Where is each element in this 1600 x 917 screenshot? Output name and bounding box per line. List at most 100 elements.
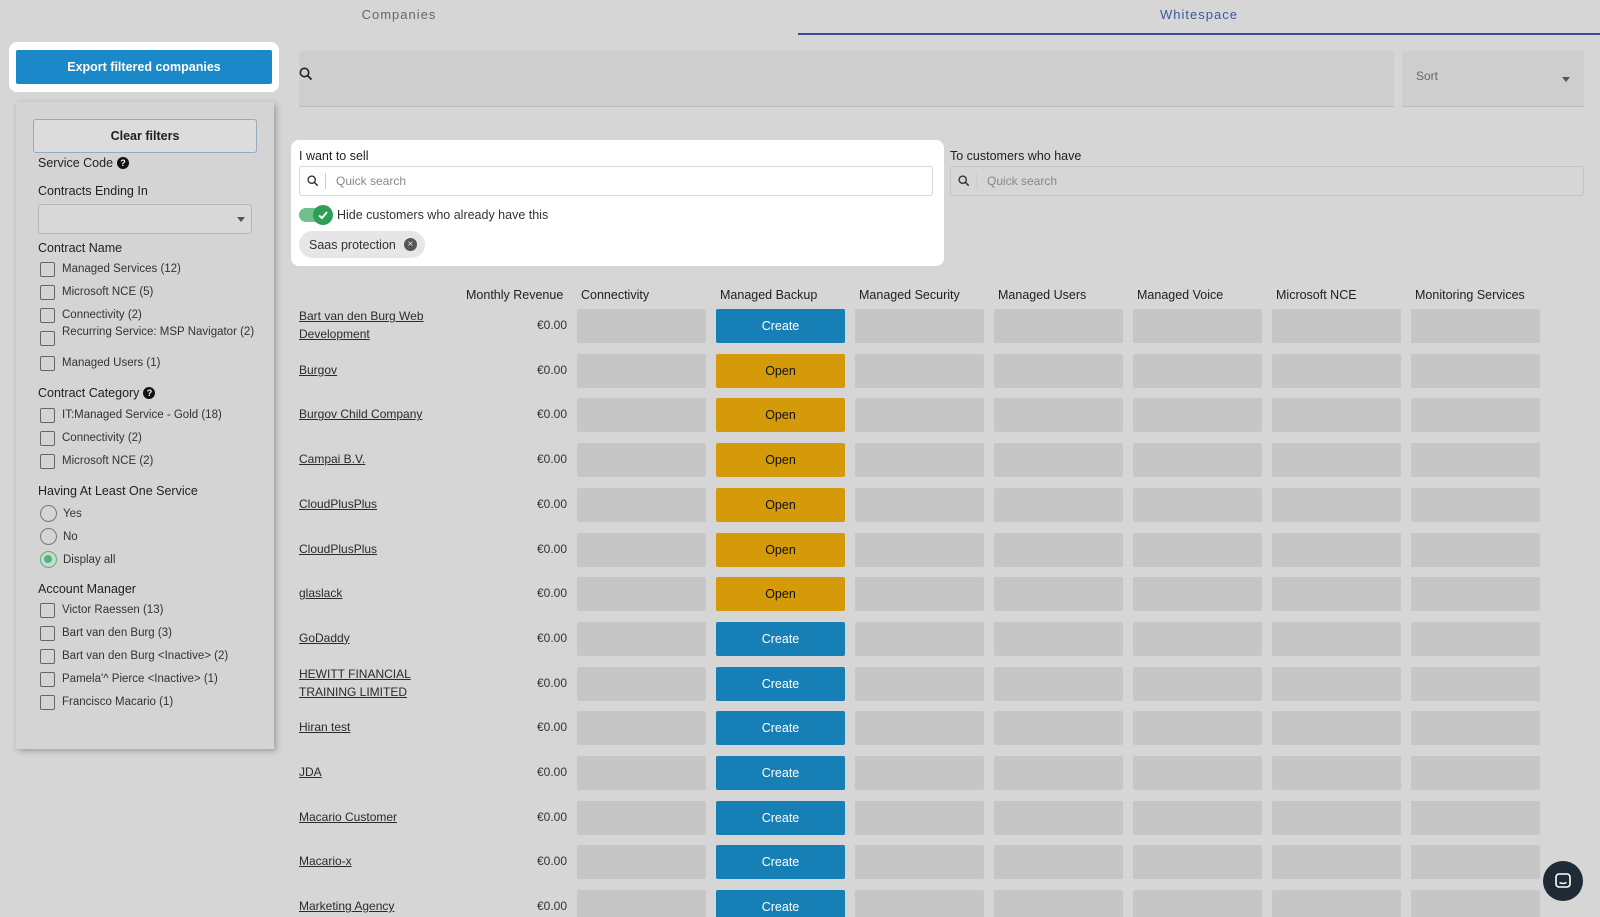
- empty-service-cell: [1272, 353, 1401, 388]
- button-label: Create: [761, 810, 800, 825]
- checkbox-contract-name[interactable]: Recurring Service: MSP Navigator (2): [40, 326, 255, 346]
- empty-service-cell: [1272, 711, 1401, 746]
- checkbox[interactable]: [40, 672, 55, 687]
- sell-label: I want to sell: [299, 149, 369, 163]
- filter-sidebar: Clear filters Service Code ? Contracts E…: [16, 102, 274, 749]
- checkbox-account-manager[interactable]: Francisco Macario (1): [40, 695, 173, 710]
- empty-service-cell: [1133, 890, 1262, 917]
- company-link[interactable]: CloudPlusPlus: [299, 541, 378, 556]
- monthly-revenue: €0.00: [536, 630, 567, 645]
- company-link[interactable]: Burgov Child Company: [299, 407, 423, 422]
- company-link[interactable]: Bart van den Burg Web Development: [299, 309, 424, 341]
- checkbox-contract-name[interactable]: Connectivity (2): [40, 308, 142, 323]
- sell-search-input[interactable]: Quick search: [299, 166, 933, 196]
- company-link[interactable]: Macario-x: [299, 854, 352, 869]
- hide-customers-toggle[interactable]: [299, 205, 333, 225]
- create-button[interactable]: Create: [716, 800, 845, 835]
- checkbox-contract-name[interactable]: Microsoft NCE (5): [40, 285, 153, 300]
- checkbox[interactable]: [40, 262, 55, 277]
- contracts-ending-select[interactable]: [38, 204, 252, 234]
- create-button[interactable]: Create: [716, 621, 845, 656]
- customers-search-input[interactable]: Quick search: [950, 166, 1584, 196]
- create-button[interactable]: Create: [716, 711, 845, 746]
- close-icon[interactable]: ×: [403, 238, 417, 251]
- checkbox-label: Bart van den Burg <Inactive> (2): [62, 650, 229, 662]
- radio-yes[interactable]: Yes: [40, 505, 82, 522]
- help-icon[interactable]: ?: [143, 387, 156, 399]
- checkbox[interactable]: [40, 408, 55, 423]
- create-button[interactable]: Create: [716, 309, 845, 343]
- header-managed-voice: Managed Voice: [1137, 288, 1224, 302]
- checkbox[interactable]: [40, 308, 55, 323]
- company-link[interactable]: Macario Customer: [299, 809, 398, 824]
- company-search-input[interactable]: [299, 51, 1394, 107]
- checkbox-account-manager[interactable]: Victor Raessen (13): [40, 603, 163, 618]
- company-link[interactable]: Burgov: [299, 362, 338, 377]
- checkbox[interactable]: [40, 454, 55, 469]
- checkbox[interactable]: [40, 649, 55, 664]
- radio-display-all[interactable]: Display all: [40, 551, 115, 568]
- empty-service-cell: [1133, 800, 1262, 835]
- company-link[interactable]: glaslack: [299, 586, 343, 601]
- chat-button[interactable]: [1543, 861, 1583, 901]
- create-button[interactable]: Create: [716, 890, 845, 917]
- empty-service-cell: [1272, 309, 1401, 343]
- tab-companies[interactable]: Companies: [361, 7, 437, 22]
- checkbox-contract-category[interactable]: Microsoft NCE (2): [40, 454, 153, 469]
- radio-button[interactable]: [40, 528, 57, 545]
- checkbox-account-manager[interactable]: Bart van den Burg <Inactive> (2): [40, 649, 228, 664]
- company-link[interactable]: GoDaddy: [299, 630, 350, 645]
- open-button[interactable]: Open: [716, 443, 845, 478]
- monthly-revenue: €0.00: [536, 496, 567, 511]
- open-button[interactable]: Open: [716, 532, 845, 567]
- hide-customers-toggle-row[interactable]: Hide customers who already have this: [299, 205, 548, 225]
- radio-button-selected[interactable]: [40, 551, 57, 568]
- empty-service-cell: [1411, 398, 1540, 433]
- export-filtered-companies-button[interactable]: Export filtered companies: [16, 50, 272, 84]
- open-button[interactable]: Open: [716, 487, 845, 522]
- open-button[interactable]: Open: [716, 398, 845, 433]
- clear-filters-button[interactable]: Clear filters: [33, 119, 257, 153]
- empty-service-cell: [1411, 532, 1540, 567]
- empty-service-cell: [855, 756, 984, 790]
- tab-whitespace[interactable]: Whitespace: [798, 0, 1600, 35]
- company-link[interactable]: CloudPlusPlus: [299, 496, 378, 511]
- monthly-revenue: €0.00: [536, 586, 567, 601]
- button-label: Create: [761, 855, 800, 870]
- company-link[interactable]: Campai B.V.: [299, 452, 366, 467]
- chip-label: Saas protection: [309, 237, 396, 252]
- help-icon[interactable]: ?: [117, 157, 130, 169]
- checkbox[interactable]: [40, 356, 55, 371]
- empty-service-cell: [1272, 443, 1401, 478]
- empty-service-cell: [1272, 666, 1401, 701]
- company-link[interactable]: Hiran test: [299, 720, 351, 735]
- button-label: Create: [761, 721, 800, 736]
- checkbox[interactable]: [40, 331, 55, 346]
- checkbox-contract-name[interactable]: Managed Users (1): [40, 356, 160, 371]
- company-link[interactable]: Marketing Agency: [299, 899, 395, 914]
- checkbox[interactable]: [40, 626, 55, 641]
- sort-select[interactable]: Sort: [1402, 51, 1584, 107]
- radio-no[interactable]: No: [40, 528, 78, 545]
- checkbox[interactable]: [40, 695, 55, 710]
- create-button[interactable]: Create: [716, 756, 845, 790]
- checkbox-contract-category[interactable]: Connectivity (2): [40, 431, 142, 446]
- check-icon: [313, 205, 333, 225]
- checkbox[interactable]: [40, 603, 55, 618]
- create-button[interactable]: Create: [716, 666, 845, 701]
- checkbox[interactable]: [40, 431, 55, 446]
- company-link[interactable]: HEWITT FINANCIAL TRAINING LIMITED: [299, 666, 411, 699]
- checkbox[interactable]: [40, 285, 55, 300]
- checkbox-account-manager[interactable]: Bart van den Burg (3): [40, 626, 172, 641]
- empty-service-cell: [994, 443, 1123, 478]
- open-button[interactable]: Open: [716, 577, 845, 612]
- open-button[interactable]: Open: [716, 353, 845, 388]
- checkbox-account-manager[interactable]: Pamela'^ Pierce <Inactive> (1): [40, 672, 218, 687]
- empty-service-cell: [1272, 845, 1401, 880]
- create-button[interactable]: Create: [716, 845, 845, 880]
- checkbox-contract-name[interactable]: Managed Services (12): [40, 262, 181, 277]
- company-link[interactable]: JDA: [299, 765, 322, 779]
- checkbox-label: Victor Raessen (13): [62, 604, 164, 616]
- checkbox-contract-category[interactable]: IT:Managed Service - Gold (18): [40, 408, 222, 423]
- radio-button[interactable]: [40, 505, 57, 522]
